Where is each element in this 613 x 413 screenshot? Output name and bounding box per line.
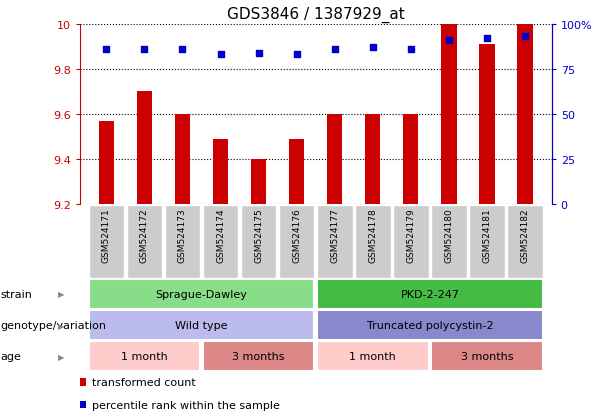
Point [406, 47, 416, 53]
Text: Sprague-Dawley: Sprague-Dawley [156, 289, 248, 299]
Text: GSM524179: GSM524179 [406, 208, 416, 263]
Text: ▶: ▶ [58, 321, 65, 330]
Text: GSM524177: GSM524177 [330, 208, 339, 263]
Bar [99, 121, 114, 204]
Bar [403, 115, 419, 204]
Text: age: age [1, 351, 21, 361]
Point [330, 47, 340, 53]
Bar [137, 92, 152, 204]
Bar [175, 115, 190, 204]
Bar [213, 139, 228, 204]
Text: Wild type: Wild type [175, 320, 228, 330]
Bar [327, 115, 342, 204]
Text: GSM524178: GSM524178 [368, 208, 377, 263]
Bar [479, 45, 495, 204]
Text: GSM524180: GSM524180 [444, 208, 454, 263]
Text: GSM524173: GSM524173 [178, 208, 187, 263]
Point [178, 47, 188, 53]
Point [368, 45, 378, 52]
Text: PKD-2-247: PKD-2-247 [400, 289, 459, 299]
Bar [289, 139, 304, 204]
Point [292, 52, 302, 59]
Title: GDS3846 / 1387929_at: GDS3846 / 1387929_at [227, 7, 405, 24]
Point [482, 36, 492, 43]
Point [444, 38, 454, 44]
Text: strain: strain [1, 289, 32, 299]
Text: transformed count: transformed count [92, 377, 196, 387]
Text: genotype/variation: genotype/variation [1, 320, 107, 330]
Text: 1 month: 1 month [349, 351, 396, 361]
Text: ▶: ▶ [58, 290, 65, 299]
Text: 3 months: 3 months [232, 351, 285, 361]
Bar [441, 25, 457, 204]
Text: percentile rank within the sample: percentile rank within the sample [92, 400, 280, 410]
Point [254, 50, 264, 57]
Text: 3 months: 3 months [461, 351, 513, 361]
Bar [517, 25, 533, 204]
Bar [365, 115, 381, 204]
Text: GSM524172: GSM524172 [140, 208, 149, 263]
Text: GSM524174: GSM524174 [216, 208, 225, 263]
Text: 1 month: 1 month [121, 351, 168, 361]
Text: GSM524181: GSM524181 [482, 208, 492, 263]
Text: ▶: ▶ [58, 352, 65, 361]
Text: GSM524175: GSM524175 [254, 208, 263, 263]
Text: GSM524171: GSM524171 [102, 208, 111, 263]
Point [101, 47, 111, 53]
Point [140, 47, 150, 53]
Bar [251, 159, 266, 204]
Point [216, 52, 226, 59]
Point [520, 34, 530, 40]
Text: Truncated polycystin-2: Truncated polycystin-2 [367, 320, 493, 330]
Text: GSM524182: GSM524182 [520, 208, 530, 263]
Text: GSM524176: GSM524176 [292, 208, 301, 263]
